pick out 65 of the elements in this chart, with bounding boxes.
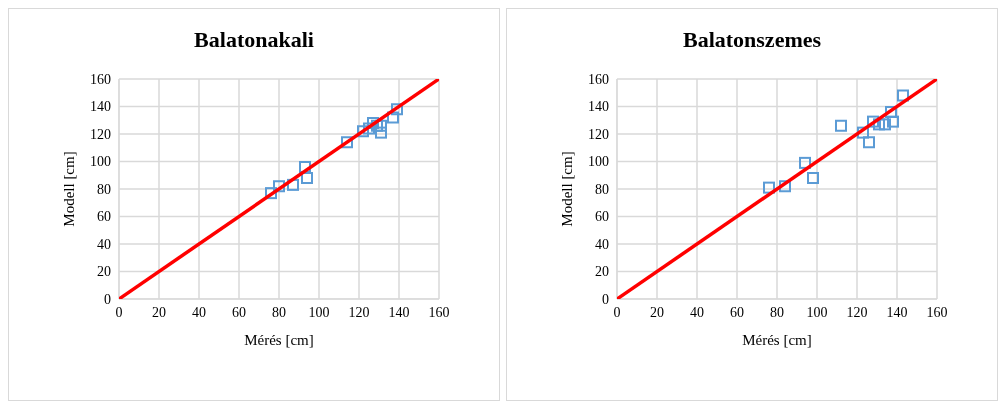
- y-tick-label: 100: [588, 154, 609, 170]
- y-tick-label: 40: [595, 236, 609, 252]
- point: [287, 178, 299, 191]
- x-axis-title: Mérés [cm]: [742, 332, 812, 348]
- y-tick-label: 60: [97, 209, 111, 225]
- x-tick-label: 60: [232, 304, 246, 320]
- chart-title: Balatonakali: [193, 27, 315, 53]
- x-tick-label: 0: [115, 304, 123, 320]
- point: [273, 180, 285, 193]
- point: [897, 89, 909, 102]
- point: [265, 187, 277, 200]
- y-tick-label: 0: [602, 291, 609, 307]
- x-tick-label: 80: [272, 304, 286, 320]
- x-tick-label: 80: [770, 304, 784, 320]
- point: [363, 122, 375, 135]
- y-tick-label: 140: [90, 99, 111, 115]
- y-tick-label: 120: [90, 126, 111, 142]
- x-tick-label: 100: [308, 304, 330, 320]
- chart-title: Balatonszemes: [681, 27, 823, 53]
- point: [863, 136, 875, 149]
- point: [391, 103, 403, 116]
- x-tick-label: 20: [152, 304, 166, 320]
- x-tick-label: 60: [730, 304, 744, 320]
- point: [375, 126, 387, 139]
- point: [807, 172, 819, 184]
- x-tick-label: 160: [926, 304, 948, 320]
- x-tick-label: 160: [428, 304, 450, 320]
- point: [357, 125, 369, 138]
- point: [873, 118, 885, 131]
- point: [799, 156, 811, 169]
- point: [301, 172, 313, 184]
- point: [867, 115, 879, 128]
- y-axis-title: Modell [cm]: [559, 151, 576, 227]
- x-tick-label: 140: [388, 304, 410, 320]
- y-tick-label: 160: [90, 71, 111, 87]
- x-tick-label: 20: [650, 304, 664, 320]
- x-tick-label: 100: [806, 304, 828, 320]
- x-tick-label: 120: [846, 304, 868, 320]
- y-tick-label: 80: [97, 181, 111, 197]
- y-tick-label: 160: [588, 71, 609, 87]
- y-tick-label: 120: [588, 126, 609, 142]
- y-tick-label: 20: [595, 264, 609, 280]
- point: [835, 119, 847, 132]
- y-tick-label: 20: [97, 264, 111, 280]
- point: [857, 126, 869, 139]
- point: [887, 115, 899, 128]
- point: [341, 136, 353, 149]
- point: [387, 111, 399, 124]
- y-tick-label: 60: [595, 209, 609, 225]
- x-tick-label: 40: [690, 304, 704, 320]
- y-tick-label: 140: [588, 99, 609, 115]
- x-axis-title: Mérés [cm]: [244, 332, 314, 348]
- x-tick-label: 140: [886, 304, 908, 320]
- point: [779, 180, 791, 193]
- point: [879, 118, 891, 131]
- x-tick-label: 120: [348, 304, 370, 320]
- y-tick-label: 40: [97, 236, 111, 252]
- y-tick-label: 80: [595, 181, 609, 197]
- y-axis-title: Modell [cm]: [61, 151, 78, 227]
- y-tick-label: 100: [90, 154, 111, 170]
- point: [299, 161, 311, 173]
- x-tick-label: 40: [192, 304, 206, 320]
- y-tick-label: 0: [104, 291, 111, 307]
- point: [763, 181, 775, 194]
- x-tick-label: 0: [613, 304, 621, 320]
